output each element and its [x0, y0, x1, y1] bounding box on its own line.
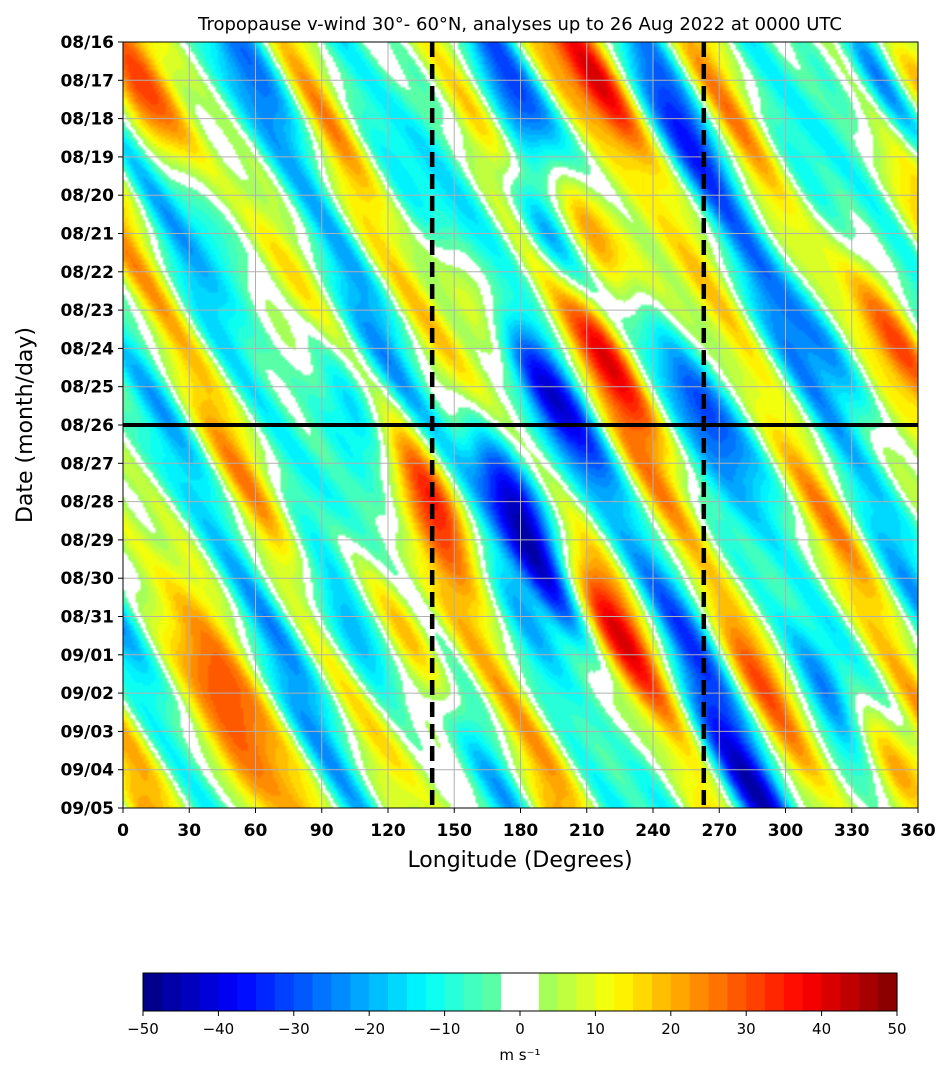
- colorbar-tick-label: −20: [353, 1020, 385, 1038]
- x-axis-label: Longitude (Degrees): [407, 848, 632, 873]
- colorbar-swatch: [614, 973, 634, 1011]
- y-tick-label: 08/25: [60, 378, 114, 398]
- colorbar-swatch: [425, 973, 446, 1011]
- y-tick-label: 08/26: [60, 416, 114, 436]
- chart-title: Tropopause v-wind 30°- 60°N, analyses up…: [197, 14, 842, 35]
- colorbar-swatch: [802, 973, 823, 1011]
- x-tick-label: 120: [370, 821, 406, 841]
- y-tick-label: 08/31: [60, 608, 114, 628]
- colorbar-swatch: [557, 973, 578, 1011]
- x-tick-label: 240: [635, 821, 671, 841]
- y-tick-label: 08/18: [60, 110, 114, 130]
- colorbar-tick-label: 40: [812, 1020, 831, 1038]
- y-tick-label: 08/22: [60, 263, 114, 283]
- colorbar-swatch: [199, 973, 219, 1011]
- colorbar-ticks: −50 −40 −30 −20 −10 0 10 20 30 40 50: [127, 1011, 907, 1038]
- colorbar-swatch: [821, 973, 842, 1011]
- colorbar-swatch: [501, 973, 521, 1011]
- y-axis-label: Date (month/day): [13, 327, 38, 523]
- y-tick-label: 09/03: [60, 722, 114, 742]
- colorbar-tick-label: −10: [429, 1020, 461, 1038]
- colorbar-swatch: [783, 973, 804, 1011]
- colorbar-tick-label: 10: [586, 1020, 605, 1038]
- x-tick-label: 150: [437, 821, 473, 841]
- colorbar-tick-label: −40: [203, 1020, 235, 1038]
- y-tick-label: 08/28: [60, 493, 114, 513]
- y-tick-label: 08/30: [60, 569, 114, 589]
- y-tick-label: 09/05: [60, 799, 114, 819]
- colorbar-swatch: [746, 973, 766, 1011]
- colorbar-swatch: [576, 973, 596, 1011]
- colorbar-tick-label: −30: [278, 1020, 310, 1038]
- x-tick-label: 0: [117, 821, 129, 841]
- y-tick-label: 08/17: [60, 71, 114, 91]
- colorbar-swatch: [274, 973, 295, 1011]
- y-tick-label: 08/16: [60, 33, 114, 53]
- colorbar-swatch: [651, 973, 672, 1011]
- x-axis: 0 30 60 90 120 150 180 210 240 270 300 330 360: [117, 808, 936, 841]
- colorbar-swatch: [689, 973, 710, 1011]
- colorbar-swatch: [708, 973, 728, 1011]
- y-tick-label: 08/23: [60, 301, 114, 321]
- y-tick-label: 09/04: [60, 761, 114, 781]
- colorbar-swatch: [406, 973, 427, 1011]
- colorbar-swatch: [161, 973, 182, 1011]
- colorbar-swatch: [143, 973, 163, 1011]
- colorbar-swatch: [350, 973, 370, 1011]
- colorbar-swatch: [482, 973, 502, 1011]
- y-tick-label: 08/29: [60, 531, 114, 551]
- colorbar-swatch: [878, 973, 898, 1011]
- colorbar-swatch: [840, 973, 860, 1011]
- y-tick-label: 08/24: [60, 339, 114, 359]
- y-tick-label: 09/01: [60, 646, 114, 666]
- x-tick-label: 180: [503, 821, 539, 841]
- colorbar-swatch: [538, 973, 559, 1011]
- colorbar-swatch: [444, 973, 465, 1011]
- x-tick-label: 60: [244, 821, 268, 841]
- x-tick-label: 360: [900, 821, 936, 841]
- x-tick-label: 210: [569, 821, 605, 841]
- x-tick-label: 330: [834, 821, 870, 841]
- colorbar-swatch: [180, 973, 201, 1011]
- y-tick-label: 08/19: [60, 148, 114, 168]
- colorbar-tick-label: 50: [887, 1020, 906, 1038]
- x-tick-label: 90: [310, 821, 334, 841]
- x-tick-label: 270: [702, 821, 738, 841]
- colorbar-swatch: [237, 973, 257, 1011]
- colorbar-frame: [142, 972, 898, 1012]
- colorbar-swatch: [218, 973, 238, 1011]
- y-tick-label: 08/27: [60, 454, 114, 474]
- colorbar-swatch: [463, 973, 483, 1011]
- y-axis: 08/16 08/17 08/18 08/19 08/20 08/21 08/22 08/23…: [60, 33, 123, 819]
- x-tick-label: 300: [768, 821, 804, 841]
- colorbar-swatch: [595, 973, 615, 1011]
- colorbar-tick-label: 30: [737, 1020, 756, 1038]
- colorbar: [143, 973, 898, 1011]
- colorbar-swatch: [331, 973, 351, 1011]
- y-tick-label: 08/21: [60, 225, 114, 245]
- colorbar-label: m s⁻¹: [499, 1046, 540, 1064]
- reference-lines: [123, 42, 918, 808]
- colorbar-swatch: [859, 973, 879, 1011]
- colorbar-swatch: [765, 973, 785, 1011]
- colorbar-tick-label: 0: [515, 1020, 525, 1038]
- x-tick-label: 30: [177, 821, 201, 841]
- colorbar-swatch: [520, 973, 540, 1011]
- colorbar-tick-label: −50: [127, 1020, 159, 1038]
- colorbar-tick-label: 20: [661, 1020, 680, 1038]
- colorbar-swatch: [633, 973, 653, 1011]
- colorbar-swatch: [293, 973, 314, 1011]
- colorbar-swatch: [369, 973, 389, 1011]
- colorbar-swatch: [727, 973, 747, 1011]
- colorbar-swatch: [670, 973, 691, 1011]
- colorbar-swatch: [312, 973, 333, 1011]
- y-tick-label: 09/02: [60, 684, 114, 704]
- colorbar-swatch: [388, 973, 408, 1011]
- colorbar-swatch: [256, 973, 276, 1011]
- y-tick-label: 08/20: [60, 186, 114, 206]
